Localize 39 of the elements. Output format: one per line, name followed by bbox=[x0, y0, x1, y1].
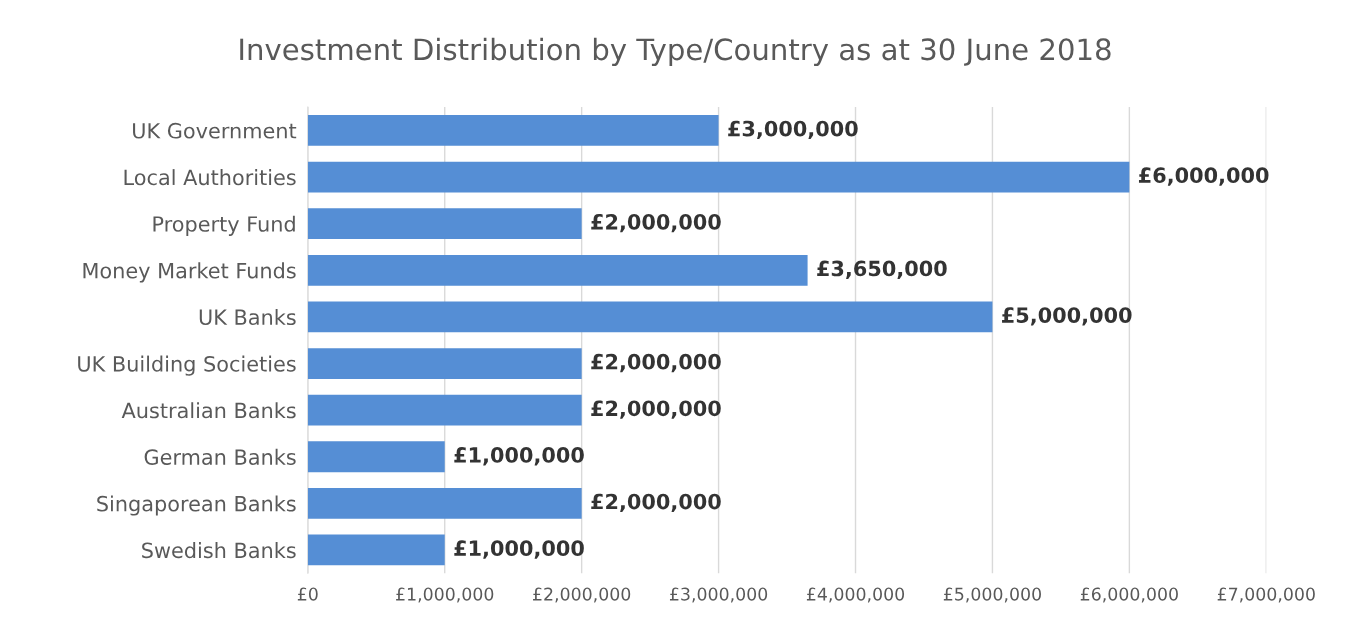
x-tick-label: £7,000,000 bbox=[1217, 587, 1315, 603]
x-tick-label: £3,000,000 bbox=[669, 587, 768, 603]
x-tick-label: £1,000,000 bbox=[396, 587, 494, 603]
data-label: £2,000,000 bbox=[591, 400, 721, 419]
x-tick-label: £5,000,000 bbox=[943, 587, 1041, 603]
bar bbox=[307, 115, 719, 146]
y-tick-label: Singaporean Banks bbox=[97, 495, 296, 516]
y-tick-label: UK Banks bbox=[199, 308, 296, 326]
y-tick-label: Swedish Banks bbox=[142, 542, 296, 559]
bar bbox=[307, 487, 582, 519]
data-label: £2,000,000 bbox=[591, 353, 721, 373]
y-tick-label: UK Government bbox=[133, 122, 297, 139]
x-tick-label: £0 bbox=[297, 587, 318, 601]
y-tick-label: UK Building Societies bbox=[78, 355, 296, 376]
bar bbox=[307, 301, 993, 333]
y-tick-label: Money Market Funds bbox=[83, 262, 296, 283]
y-tick-label: Local Authorities bbox=[124, 169, 296, 186]
bar bbox=[307, 348, 582, 379]
bar bbox=[307, 441, 445, 473]
data-label: £1,000,000 bbox=[454, 540, 584, 559]
data-label: £6,000,000 bbox=[1138, 167, 1269, 186]
bar bbox=[307, 534, 445, 566]
chart-title: Investment Distribution by Type/Country as at 30 June 2018 bbox=[240, 37, 1111, 67]
y-tick-label: German Banks bbox=[144, 448, 296, 465]
bar bbox=[307, 394, 582, 426]
y-tick-label: Australian Banks bbox=[121, 402, 296, 419]
data-label: £5,000,000 bbox=[1002, 307, 1132, 326]
x-tick-label: £4,000,000 bbox=[806, 587, 905, 603]
bar bbox=[307, 161, 1130, 193]
x-tick-label: £2,000,000 bbox=[533, 587, 631, 603]
bar bbox=[307, 208, 582, 240]
y-tick-label: Property Fund bbox=[153, 215, 295, 236]
bar bbox=[307, 254, 808, 286]
data-label: £2,000,000 bbox=[591, 213, 721, 233]
data-label: £3,650,000 bbox=[817, 260, 947, 279]
data-label: £1,000,000 bbox=[454, 447, 584, 466]
data-label: £3,000,000 bbox=[728, 120, 858, 140]
x-tick-label: £6,000,000 bbox=[1080, 587, 1178, 603]
data-label: £2,000,000 bbox=[591, 493, 721, 513]
